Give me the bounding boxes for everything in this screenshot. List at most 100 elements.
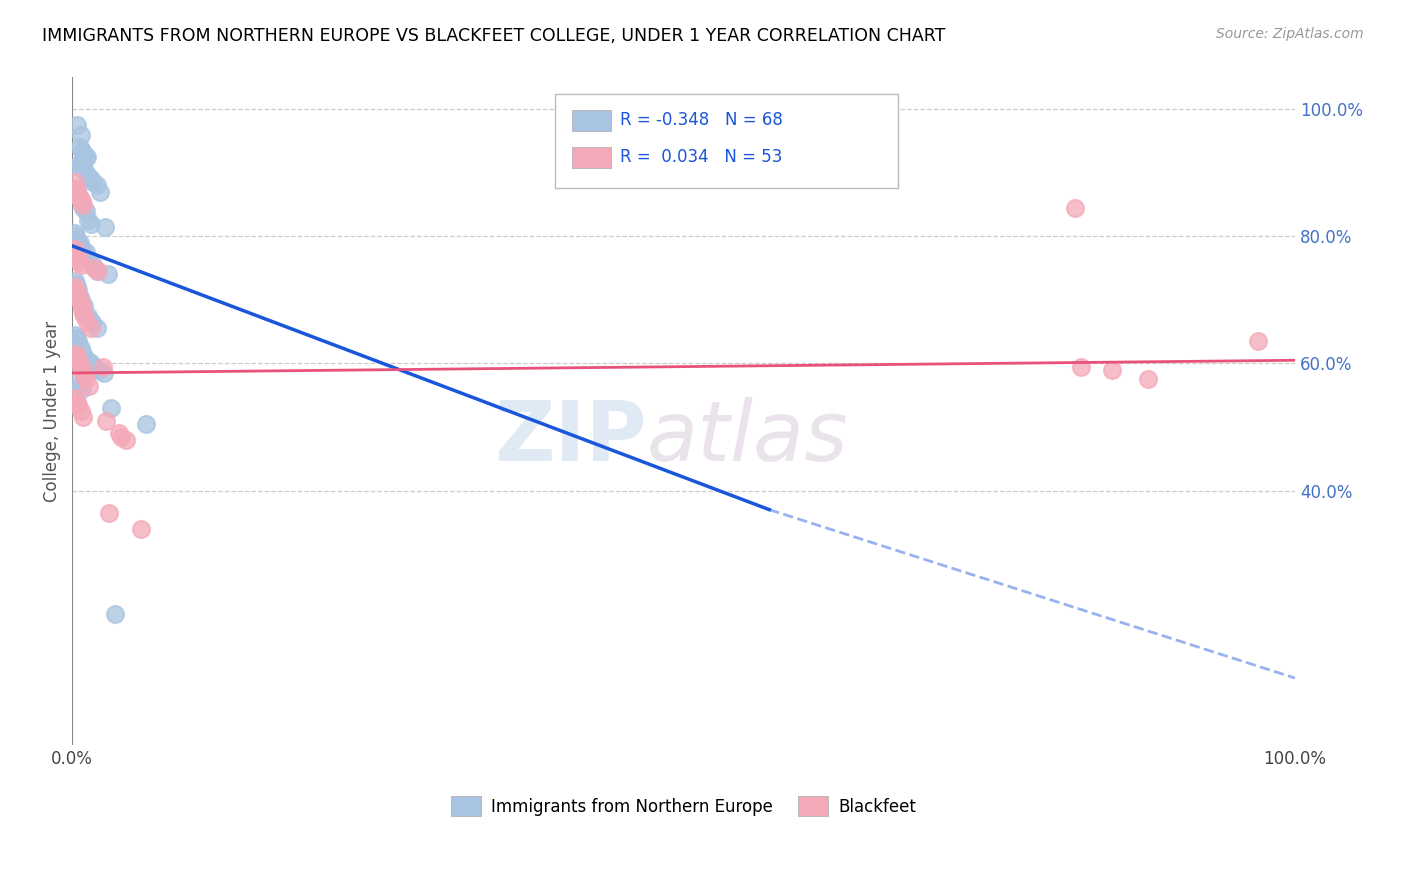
Point bbox=[67, 160, 90, 174]
Point bbox=[66, 185, 89, 199]
Point bbox=[72, 305, 94, 319]
Point bbox=[86, 264, 108, 278]
Point bbox=[67, 252, 90, 266]
Point bbox=[67, 353, 90, 368]
Point bbox=[80, 315, 103, 329]
Point bbox=[72, 347, 94, 361]
Point bbox=[70, 197, 93, 211]
Point bbox=[73, 146, 96, 161]
Point bbox=[69, 290, 91, 304]
Point bbox=[69, 359, 91, 374]
Point bbox=[72, 197, 94, 211]
Point bbox=[65, 182, 87, 196]
Point bbox=[1064, 201, 1087, 215]
Point bbox=[67, 284, 90, 298]
Point bbox=[65, 347, 87, 361]
Point bbox=[67, 334, 90, 349]
Point bbox=[1247, 334, 1270, 349]
Point bbox=[76, 353, 98, 368]
Point bbox=[94, 219, 117, 234]
Point bbox=[96, 414, 118, 428]
Point bbox=[70, 382, 93, 396]
Point bbox=[75, 203, 97, 218]
Point bbox=[93, 366, 115, 380]
Point bbox=[65, 331, 87, 345]
Point bbox=[100, 401, 122, 415]
Point bbox=[69, 128, 91, 142]
Point bbox=[69, 378, 91, 392]
Point bbox=[69, 341, 91, 355]
Text: ZIP: ZIP bbox=[495, 397, 647, 478]
Point bbox=[66, 233, 89, 247]
Point bbox=[79, 217, 101, 231]
Point bbox=[110, 429, 132, 443]
Point bbox=[82, 175, 104, 189]
Point bbox=[73, 299, 96, 313]
Point bbox=[79, 356, 101, 370]
Point bbox=[65, 284, 87, 298]
Text: R =  0.034   N = 53: R = 0.034 N = 53 bbox=[620, 148, 782, 166]
Point bbox=[1070, 359, 1092, 374]
Point bbox=[83, 261, 105, 276]
Point bbox=[69, 156, 91, 170]
Point bbox=[66, 350, 89, 364]
Point bbox=[66, 286, 89, 301]
Point bbox=[73, 369, 96, 384]
Point bbox=[75, 166, 97, 180]
Point bbox=[66, 280, 89, 294]
Point bbox=[75, 150, 97, 164]
Point bbox=[77, 213, 100, 227]
Point bbox=[63, 274, 86, 288]
Point bbox=[63, 175, 86, 189]
Text: R = -0.348   N = 68: R = -0.348 N = 68 bbox=[620, 112, 783, 129]
Point bbox=[87, 264, 110, 278]
Point bbox=[79, 172, 101, 186]
Text: atlas: atlas bbox=[647, 397, 849, 478]
Point bbox=[76, 315, 98, 329]
Point bbox=[97, 506, 120, 520]
Point bbox=[65, 229, 87, 244]
Point bbox=[70, 296, 93, 310]
Point bbox=[70, 194, 93, 209]
Point bbox=[65, 372, 87, 386]
Point bbox=[69, 191, 91, 205]
Point bbox=[70, 144, 93, 158]
Legend: Immigrants from Northern Europe, Blackfeet: Immigrants from Northern Europe, Blackfe… bbox=[444, 789, 922, 822]
Point bbox=[67, 188, 90, 202]
Point bbox=[76, 150, 98, 164]
Point bbox=[86, 178, 108, 193]
Point bbox=[79, 321, 101, 335]
Point bbox=[65, 245, 87, 260]
FancyBboxPatch shape bbox=[572, 147, 612, 169]
Point bbox=[69, 296, 91, 310]
Point bbox=[69, 293, 91, 307]
Point bbox=[89, 185, 111, 199]
Point bbox=[115, 433, 138, 447]
Point bbox=[82, 258, 104, 272]
Point bbox=[77, 309, 100, 323]
Text: Source: ZipAtlas.com: Source: ZipAtlas.com bbox=[1216, 27, 1364, 41]
Point bbox=[65, 277, 87, 291]
Point bbox=[84, 359, 107, 374]
Point bbox=[69, 140, 91, 154]
Point bbox=[72, 160, 94, 174]
Point bbox=[73, 309, 96, 323]
Point bbox=[65, 182, 87, 196]
Point bbox=[66, 118, 89, 132]
Point bbox=[86, 321, 108, 335]
Point bbox=[63, 280, 86, 294]
Point bbox=[73, 162, 96, 177]
Point bbox=[97, 268, 120, 282]
Point bbox=[91, 359, 114, 374]
Point bbox=[72, 146, 94, 161]
Point bbox=[63, 226, 86, 240]
Point bbox=[70, 242, 93, 256]
Point bbox=[1137, 372, 1160, 386]
Point bbox=[69, 356, 91, 370]
Y-axis label: College, Under 1 year: College, Under 1 year bbox=[44, 320, 60, 501]
Point bbox=[69, 235, 91, 250]
Point bbox=[104, 607, 127, 622]
Point bbox=[69, 160, 91, 174]
Point bbox=[72, 410, 94, 425]
Point bbox=[72, 201, 94, 215]
